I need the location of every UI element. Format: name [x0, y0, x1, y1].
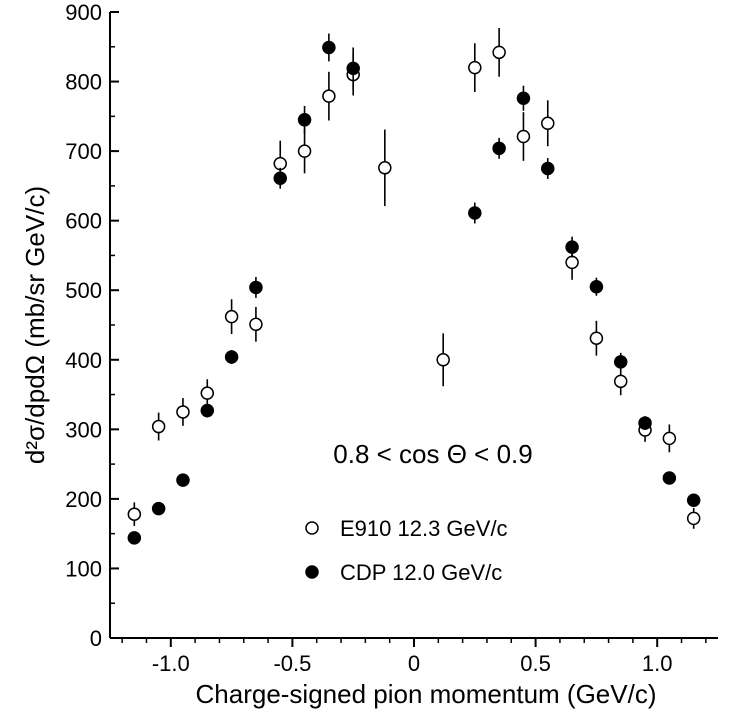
- open-point: [249, 317, 263, 332]
- filled-point: [638, 416, 652, 430]
- y-tick-label: 300: [65, 417, 102, 442]
- filled-point: [565, 240, 579, 254]
- open-point: [436, 353, 450, 367]
- open-point: [297, 144, 312, 158]
- legend-label: E910 12.3 GeV/c: [340, 516, 508, 541]
- open-point: [200, 386, 215, 400]
- x-tick-label: -1.0: [152, 651, 190, 676]
- filled-point: [151, 501, 166, 516]
- chart-axes: 0 100 200 300 400 500 600 700 800 900 -1.0 -0.5 0 0.5…: [20, 0, 718, 709]
- open-point: [492, 45, 506, 60]
- filled-point: [516, 91, 531, 105]
- legend-open-marker: [305, 521, 319, 535]
- filled-point: [613, 355, 628, 369]
- cdp-series: [127, 33, 701, 545]
- filled-point: [541, 161, 555, 176]
- filled-point: [176, 473, 190, 487]
- range-annotation: 0.8 < cos Θ < 0.9: [333, 439, 532, 469]
- filled-point: [297, 113, 312, 127]
- chart-legend: E910 12.3 GeV/c CDP 12.0 GeV/c: [305, 516, 508, 585]
- open-point: [541, 116, 555, 131]
- open-point: [176, 405, 190, 419]
- open-point: [468, 60, 482, 75]
- x-tick-label: 0: [408, 651, 420, 676]
- legend-label: CDP 12.0 GeV/c: [340, 560, 502, 585]
- open-point: [613, 374, 628, 389]
- open-point: [151, 419, 166, 434]
- data-points: [127, 27, 701, 545]
- legend-filled-marker: [305, 565, 319, 579]
- filled-point: [686, 493, 701, 508]
- y-tick-label: 600: [65, 209, 102, 234]
- y-axis-title: d²σ/dpdΩ (mb/sr GeV/c): [20, 186, 50, 464]
- filled-point: [273, 171, 287, 185]
- filled-point: [346, 61, 360, 76]
- y-tick-label: 100: [65, 556, 102, 581]
- open-point: [127, 507, 142, 521]
- x-tick-label: -0.5: [273, 651, 311, 676]
- open-point: [565, 255, 579, 270]
- filled-point: [589, 279, 604, 294]
- open-point: [662, 431, 677, 446]
- y-tick-label: 500: [65, 278, 102, 303]
- y-tick-label: 200: [65, 487, 102, 512]
- filled-point: [662, 471, 677, 485]
- y-tick-label: 0: [90, 626, 102, 651]
- x-tick-label: 1.0: [642, 651, 673, 676]
- open-point: [589, 331, 604, 345]
- filled-point: [322, 40, 336, 55]
- filled-point: [468, 206, 482, 220]
- filled-point: [200, 403, 215, 418]
- y-tick-label: 800: [65, 70, 102, 95]
- open-point: [224, 309, 239, 324]
- open-point: [322, 89, 336, 103]
- open-point: [378, 161, 392, 175]
- y-tick-label: 900: [65, 0, 102, 25]
- filled-point: [224, 350, 239, 364]
- filled-point: [127, 531, 142, 545]
- filled-point: [492, 141, 506, 156]
- y-tick-label: 700: [65, 139, 102, 164]
- y-tick-label: 400: [65, 348, 102, 373]
- open-point: [686, 511, 701, 526]
- x-axis-title: Charge-signed pion momentum (GeV/c): [196, 679, 657, 709]
- filled-point: [249, 280, 263, 295]
- open-point: [516, 129, 531, 144]
- x-tick-label: 0.5: [520, 651, 551, 676]
